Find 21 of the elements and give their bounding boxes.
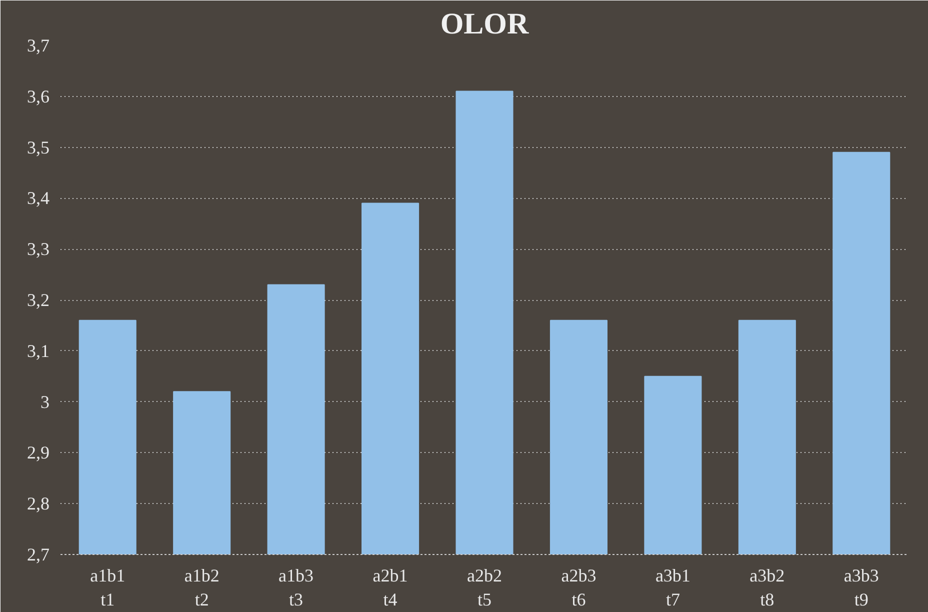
y-tick-label: 2,9 — [27, 442, 50, 463]
x-tick-label: a2b3 t6 — [561, 566, 596, 610]
x-tick-label: a3b2 t8 — [750, 566, 785, 610]
chart-title: OLOR — [440, 8, 530, 40]
x-tick-label: a2b1 t4 — [372, 566, 408, 610]
y-tick-label: 3,7 — [27, 36, 50, 56]
y-tick-label: 3,5 — [27, 137, 50, 158]
y-tick-label: 2,7 — [27, 544, 50, 564]
x-tick-label: a1b3 t3 — [278, 566, 314, 610]
y-tick-label: 3,6 — [27, 86, 50, 106]
y-tick-label: 2,8 — [27, 494, 50, 514]
y-tick-label: 3,2 — [27, 290, 50, 310]
x-tick-label: a2b2 t5 — [467, 566, 502, 610]
y-tick-label: 3,1 — [27, 340, 50, 361]
y-tick-label: 3,4 — [27, 188, 50, 208]
x-tick-label: a3b3 t9 — [844, 566, 879, 610]
x-tick-label: a1b1 t1 — [90, 566, 126, 610]
x-tick-label: a3b1 t7 — [655, 566, 690, 610]
y-tick-label: 3,3 — [27, 239, 50, 260]
x-tick-label: a1b2 t2 — [184, 566, 220, 610]
y-tick-label: 3 — [40, 392, 50, 412]
